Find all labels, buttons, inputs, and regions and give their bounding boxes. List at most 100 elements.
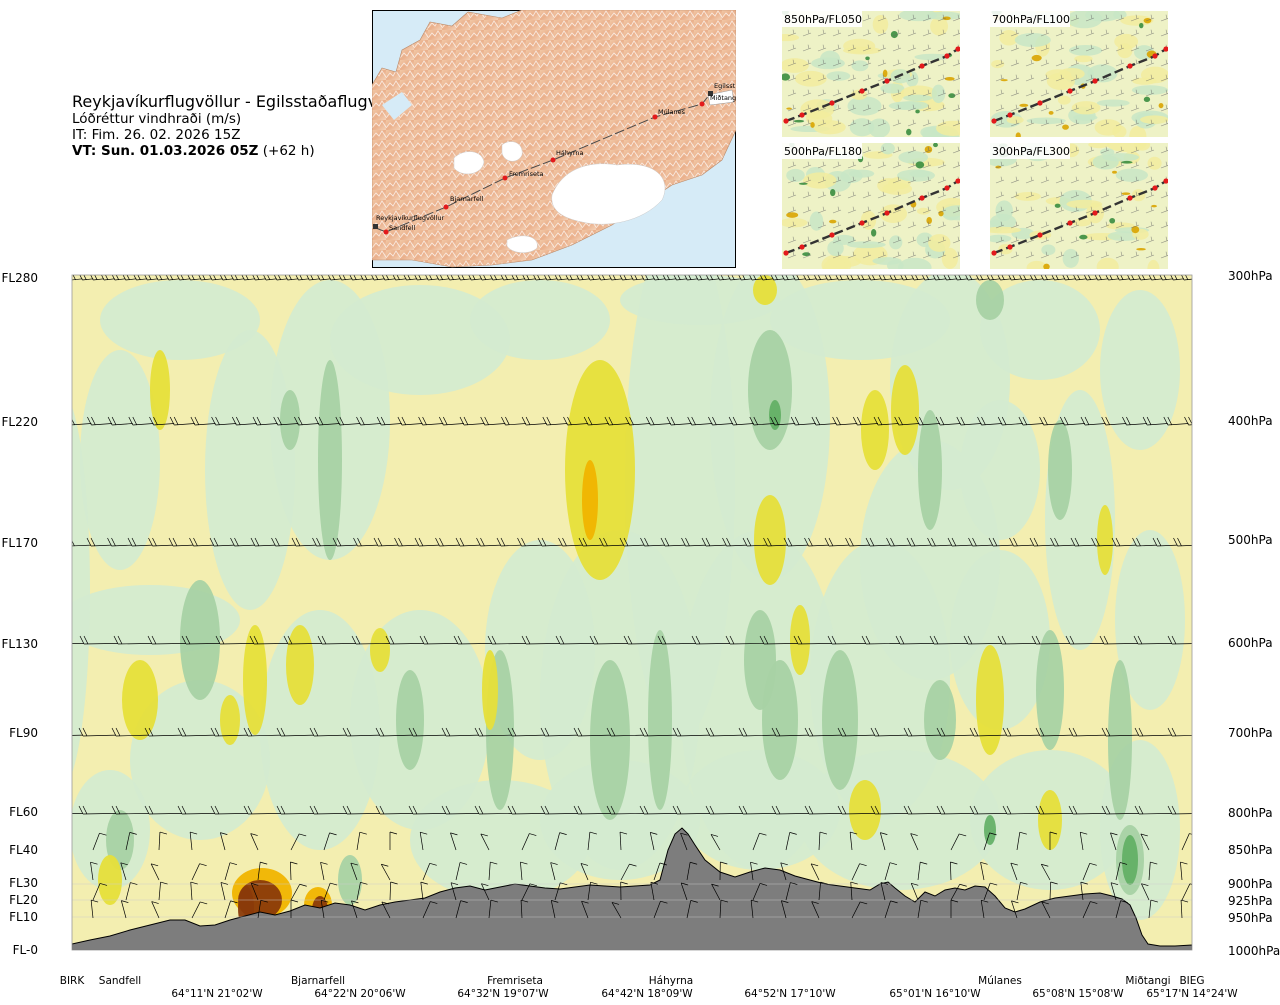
thumbnail-barb — [1160, 74, 1168, 82]
thumbnail-barb — [1010, 89, 1020, 97]
thumbnail-contour — [786, 168, 805, 182]
thumbnail-barb — [787, 221, 797, 229]
thumbnail-barb — [802, 191, 812, 199]
wind-barb — [630, 275, 645, 281]
thumbnail-waypoint — [1007, 112, 1013, 118]
thumbnail-barb — [1130, 44, 1140, 52]
wind-barb — [576, 275, 591, 281]
waypoint-markers — [373, 91, 713, 235]
thumbnail-strong-contour — [948, 93, 956, 99]
thumbnail-contour — [860, 210, 877, 230]
thumbnail-contour — [1096, 257, 1119, 269]
wind-barb — [169, 416, 195, 426]
wind-barb — [1040, 863, 1051, 881]
wind-barb — [917, 861, 928, 881]
wind-barb — [750, 861, 758, 881]
wind-barb — [435, 537, 461, 547]
thumbnail-strong-contour — [1112, 170, 1117, 174]
thumbnail-contour — [794, 70, 827, 87]
thumbnail-contour — [1066, 11, 1103, 29]
thumbnail-contour — [1014, 191, 1041, 201]
pressure-level-label: 925hPa — [1228, 894, 1273, 908]
thumbnail-barb — [1160, 59, 1168, 67]
wind-barb — [752, 883, 768, 901]
wind-barb — [230, 537, 256, 547]
thumbnail-barb — [1025, 206, 1035, 214]
thumbnail-barb — [802, 89, 812, 97]
wind-barb — [639, 727, 678, 737]
wind-barb — [811, 901, 820, 919]
wind-barb — [90, 275, 105, 281]
thumbnail-contour — [805, 110, 833, 127]
wind-barb — [1080, 881, 1088, 901]
wind-barb — [619, 831, 628, 851]
wind-barb — [249, 635, 289, 645]
thumbnail-barb — [952, 236, 960, 244]
thumbnail-barb — [862, 29, 872, 37]
thumbnail-barb — [802, 44, 812, 52]
thumbnail-waypoint — [991, 118, 997, 124]
thumbnail-contour — [990, 234, 1012, 243]
thumbnail-strong-contour — [1031, 54, 1042, 62]
wind-barb — [121, 900, 129, 919]
wind-barb — [722, 537, 748, 547]
wind-barb — [1051, 275, 1066, 281]
thumbnail-contour — [1115, 168, 1148, 182]
wind-barb — [880, 882, 889, 901]
thumbnail-barb — [1025, 161, 1035, 169]
wind-barb — [804, 537, 830, 547]
thumbnail-contour — [889, 235, 903, 250]
wind-barb — [455, 862, 468, 881]
thumbnail-barb — [995, 29, 1005, 37]
thumbnail-barb — [877, 176, 887, 184]
wind-barb — [867, 275, 882, 281]
thumbnail-barb — [1100, 161, 1110, 169]
thumbnail-map[interactable]: 500hPa/FL180 — [782, 143, 960, 269]
thumbnail-barb — [937, 59, 947, 67]
wind-barb — [837, 727, 876, 737]
wind-barb — [128, 416, 154, 426]
pressure-level-label: 800hPa — [1228, 806, 1273, 820]
thumbnail-barb — [952, 146, 960, 154]
thumbnail-map[interactable]: 850hPa/FL050 — [782, 11, 960, 137]
wind-barb — [680, 832, 688, 851]
wind-barb — [435, 275, 450, 281]
wind-barb — [455, 900, 468, 919]
pressure-level-label: 600hPa — [1228, 636, 1273, 650]
thumbnail-map[interactable]: 700hPa/FL100 — [990, 11, 1168, 137]
wind-barb — [149, 416, 175, 426]
thumbnail-barb — [922, 146, 932, 154]
thumbnail-barb — [1010, 161, 1020, 169]
thumbnail-contour — [1045, 69, 1072, 80]
thumbnail-strong-contour — [810, 121, 815, 128]
thumbnail-strong-contour — [944, 76, 955, 81]
wind-barb — [1111, 537, 1137, 547]
wind-barb — [870, 727, 909, 737]
wind-barb — [792, 275, 807, 281]
thumbnail-barb — [892, 221, 902, 229]
thumbnail-barb — [1115, 251, 1125, 259]
vertical-wind-contour — [100, 280, 260, 360]
thumbnail-map[interactable]: 300hPa/FL300 — [990, 143, 1168, 269]
thumbnail-barb — [877, 221, 887, 229]
wind-barb — [284, 275, 299, 281]
wind-barb — [917, 899, 928, 919]
thumbnail-barb — [817, 44, 827, 52]
cross-section-plot[interactable] — [0, 265, 1280, 965]
wind-barb — [521, 416, 547, 426]
wind-barb — [78, 727, 117, 737]
wind-barb — [252, 416, 278, 426]
wind-barb — [151, 901, 160, 919]
wind-barb — [980, 861, 988, 881]
route-map[interactable]: Reykjavíkurflugvöllur Sandfell Bjarnarfe… — [372, 10, 736, 268]
vertical-wind-contour — [984, 815, 996, 845]
vertical-wind-contour — [754, 495, 786, 585]
wind-barb — [813, 275, 828, 281]
wind-barb — [1008, 275, 1023, 281]
thumbnail-barb — [892, 119, 902, 127]
wind-barb — [1002, 805, 1041, 815]
wind-barb — [283, 635, 323, 645]
thumbnail-barb — [1085, 44, 1095, 52]
thumbnail-barb — [1085, 89, 1095, 97]
wind-barb — [686, 861, 698, 881]
